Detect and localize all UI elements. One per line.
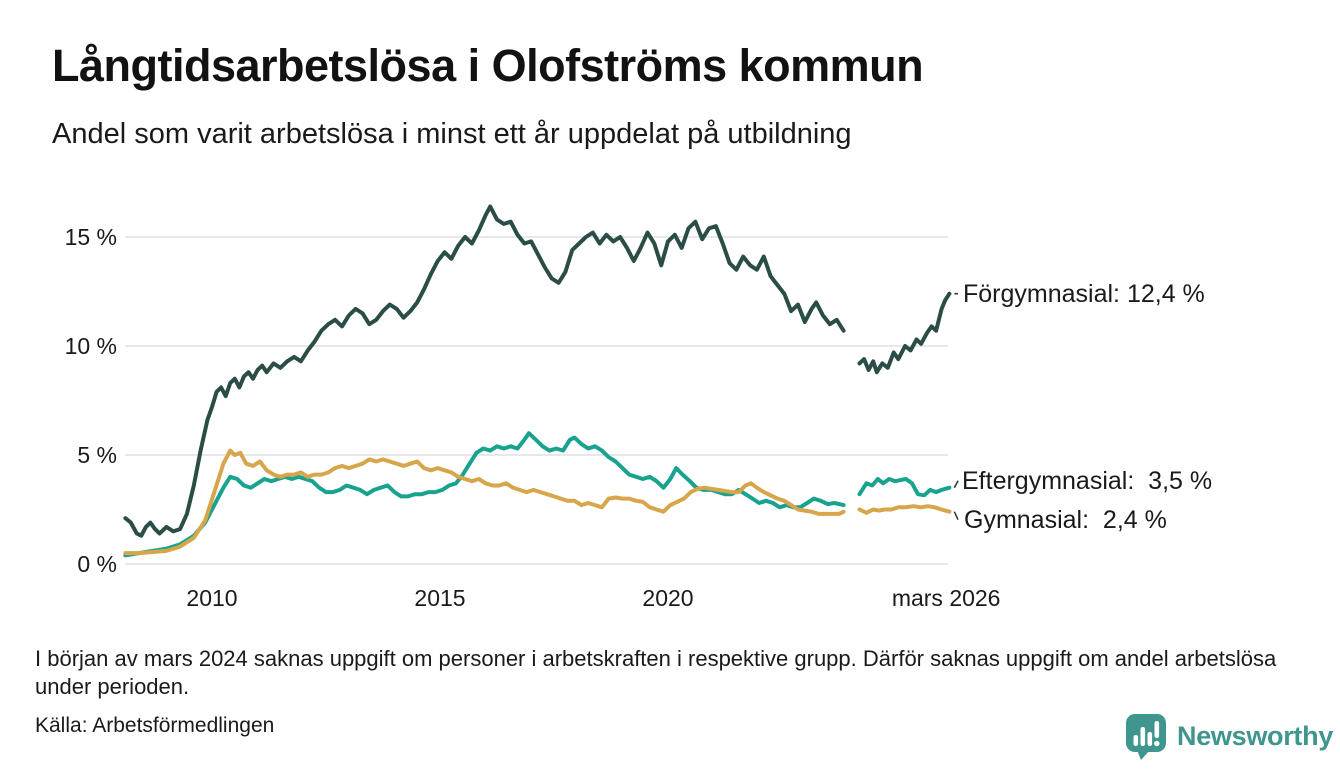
- series-line-gymnasial: [857, 504, 952, 515]
- source-attribution: Källa: Arbetsförmedlingen: [35, 714, 275, 737]
- page-subtitle: Andel som varit arbetslösa i minst ett å…: [52, 118, 852, 150]
- series-label-gymnasial: Gymnasial: 2,4 %: [964, 506, 1167, 534]
- series-label-forgymnasial: Förgymnasial: 12,4 %: [963, 280, 1205, 308]
- series-label-eftergymnasial: Eftergymnasial: 3,5 %: [962, 467, 1213, 495]
- x-axis-tick-label: 2010: [186, 585, 238, 611]
- series-line-förgymnasial: [857, 291, 952, 375]
- x-axis-tick-label: 2015: [414, 585, 466, 611]
- page-title: Långtidsarbetslösa i Olofströms kommun: [52, 40, 924, 91]
- y-axis-tick-label: 5 %: [77, 442, 117, 468]
- label-connector: [953, 480, 959, 489]
- y-axis-tick-label: 15 %: [64, 224, 117, 250]
- chart-footnote: I början av mars 2024 saknas uppgift om …: [35, 646, 1277, 699]
- brand-logo: Newsworthy: [1124, 712, 1333, 760]
- series-line-gymnasial: [123, 448, 846, 556]
- x-axis-tick-label: mars 2026: [891, 585, 1001, 611]
- newsworthy-icon: [1124, 712, 1168, 760]
- y-axis-tick-label: 0 %: [77, 551, 117, 577]
- y-axis-tick-label: 10 %: [64, 333, 117, 359]
- series-line-förgymnasial: [123, 204, 846, 538]
- brand-name: Newsworthy: [1177, 720, 1334, 751]
- series-line-eftergymnasial: [857, 477, 952, 498]
- x-axis-tick-label: 2020: [642, 585, 694, 611]
- label-connector: [953, 511, 959, 521]
